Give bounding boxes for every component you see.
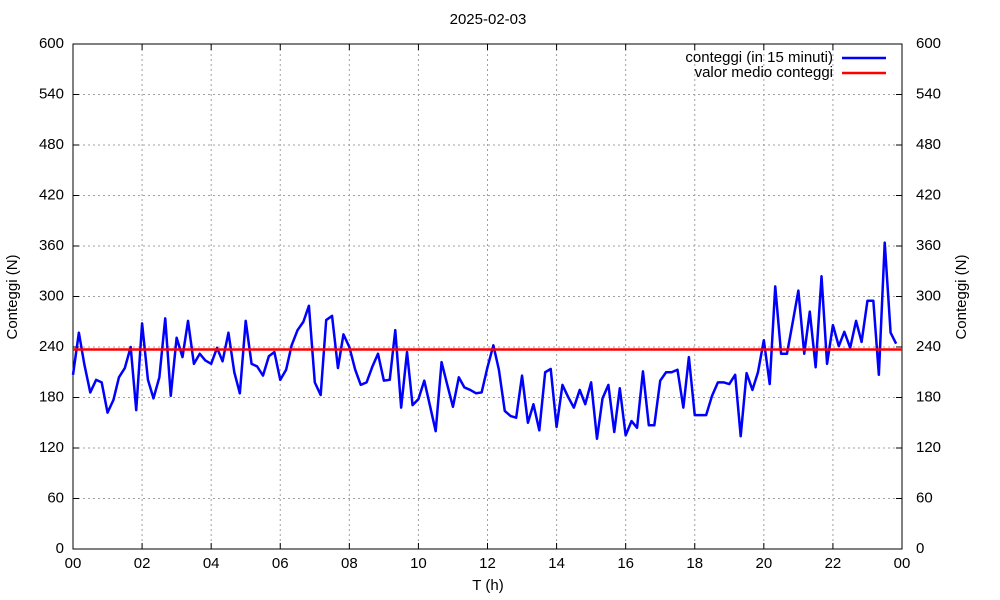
x-tick-label: 14 xyxy=(548,555,565,572)
x-tick-label: 02 xyxy=(134,555,151,572)
y-tick-label: 240 xyxy=(39,338,64,355)
y-tick-label: 120 xyxy=(39,439,64,456)
x-tick-label: 12 xyxy=(479,555,496,572)
y2-tick-label: 0 xyxy=(916,540,924,557)
x-axis-label: T (h) xyxy=(472,577,503,594)
y-tick-label: 600 xyxy=(39,35,64,52)
x-tick-label: 10 xyxy=(410,555,427,572)
legend-label: conteggi (in 15 minuti) xyxy=(685,49,833,66)
x-tick-label: 00 xyxy=(65,555,82,572)
y2-tick-label: 600 xyxy=(916,35,941,52)
y-tick-label: 360 xyxy=(39,237,64,254)
chart-title: 2025-02-03 xyxy=(450,11,527,28)
y2-tick-label: 480 xyxy=(916,136,941,153)
x-tick-label: 16 xyxy=(617,555,634,572)
legend-label: valor medio conteggi xyxy=(695,64,833,81)
y2-axis-label: Conteggi (N) xyxy=(953,254,970,339)
y-tick-label: 60 xyxy=(47,489,64,506)
y-tick-label: 0 xyxy=(56,540,64,557)
y2-tick-label: 120 xyxy=(916,439,941,456)
y-tick-label: 420 xyxy=(39,186,64,203)
y2-tick-label: 300 xyxy=(916,287,941,304)
y-axis-label: Conteggi (N) xyxy=(4,254,21,339)
x-tick-label: 04 xyxy=(203,555,220,572)
y2-tick-label: 180 xyxy=(916,388,941,405)
x-tick-label: 18 xyxy=(686,555,703,572)
x-tick-label: 06 xyxy=(272,555,289,572)
y2-tick-label: 360 xyxy=(916,237,941,254)
y2-tick-label: 540 xyxy=(916,85,941,102)
y2-tick-label: 420 xyxy=(916,186,941,203)
y-tick-label: 480 xyxy=(39,136,64,153)
y2-tick-label: 60 xyxy=(916,489,933,506)
y-tick-label: 180 xyxy=(39,388,64,405)
data-line xyxy=(71,241,898,440)
y-tick-label: 300 xyxy=(39,287,64,304)
x-tick-label: 20 xyxy=(755,555,772,572)
plot-border xyxy=(72,43,903,550)
x-tick-label: 22 xyxy=(825,555,842,572)
x-tick-label: 08 xyxy=(341,555,358,572)
y2-tick-label: 240 xyxy=(916,338,941,355)
y-tick-label: 540 xyxy=(39,85,64,102)
x-tick-label: 00 xyxy=(894,555,911,572)
